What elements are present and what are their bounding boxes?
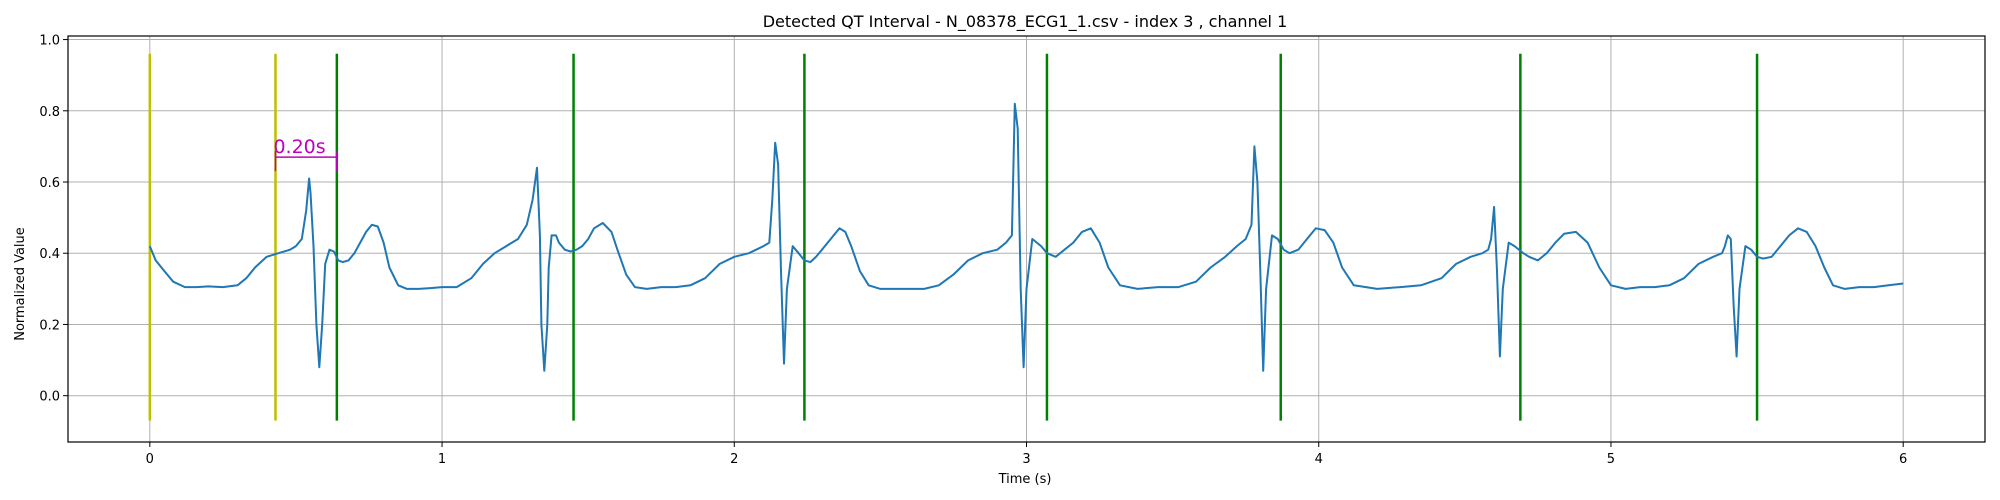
x-tick-label: 6 [1899,452,1907,467]
y-tick-label: 1.0 [39,34,60,49]
qt-annotation: 0.20s [273,136,338,172]
x-tick-label: 5 [1607,452,1615,467]
y-tick-label: 0.6 [39,176,60,191]
x-tick-label: 1 [438,452,446,467]
x-tick-label: 2 [730,452,738,467]
x-axis-title: Time (s) [998,472,1052,487]
y-tick-label: 0.4 [39,247,60,262]
annotation-label: 0.20s [273,136,325,158]
y-axis-title: Normalized Value [13,227,28,341]
x-tick-label: 3 [1022,452,1030,467]
vertical-markers [148,53,1759,421]
x-tick-label: 4 [1315,452,1323,467]
x-tick-label: 0 [146,452,154,467]
y-axis-ticks: 0.0 0.2 0.4 0.6 0.8 1.0 [39,34,68,405]
x-axis-ticks: 0 1 2 3 4 5 6 [146,442,1907,467]
grid [68,36,1985,442]
chart-title: Detected QT Interval - N_08378_ECG1_1.cs… [763,12,1288,32]
y-tick-label: 0.2 [39,318,60,333]
y-tick-label: 0.8 [39,105,60,120]
y-tick-label: 0.0 [39,390,60,405]
ecg-signal-line [148,102,1904,372]
